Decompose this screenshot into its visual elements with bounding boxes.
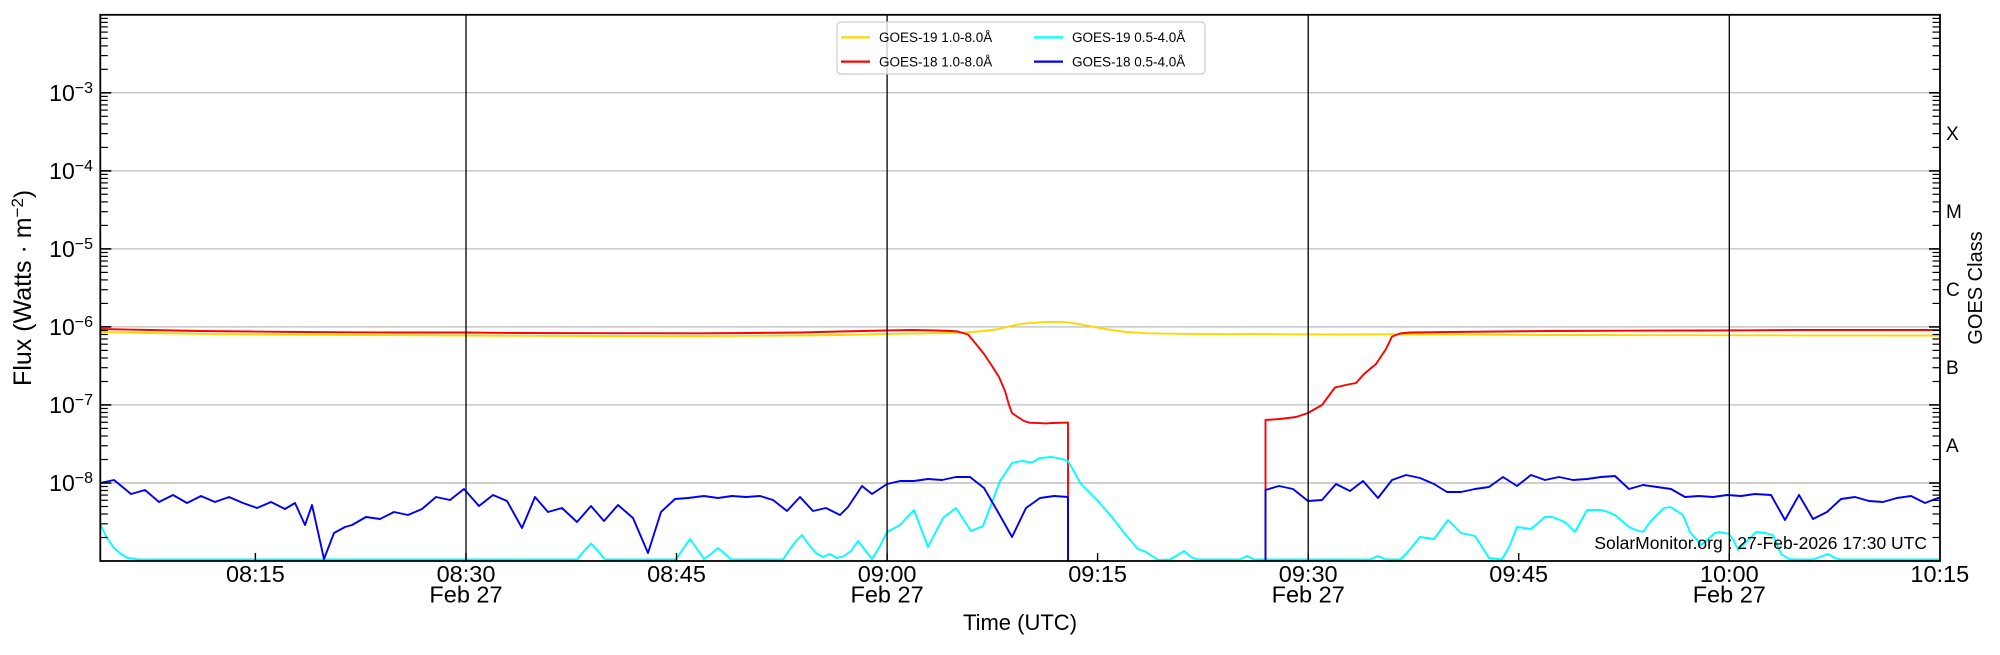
svg-text:10−4: 10−4 [49, 158, 93, 184]
svg-text:Feb 27: Feb 27 [429, 582, 502, 608]
svg-text:Time (UTC): Time (UTC) [963, 610, 1077, 635]
svg-text:08:45: 08:45 [647, 561, 706, 587]
svg-text:GOES-19 1.0-8.0Å: GOES-19 1.0-8.0Å [879, 30, 992, 45]
svg-text:09:30: 09:30 [1279, 561, 1338, 587]
svg-text:GOES-18 0.5-4.0Å: GOES-18 0.5-4.0Å [1072, 54, 1185, 69]
svg-text:SolarMonitor.org : 27-Feb-2026: SolarMonitor.org : 27-Feb-2026 17:30 UTC [1594, 533, 1927, 553]
svg-text:09:15: 09:15 [1068, 561, 1127, 587]
svg-text:GOES-19 0.5-4.0Å: GOES-19 0.5-4.0Å [1072, 30, 1185, 45]
svg-text:09:00: 09:00 [858, 561, 917, 587]
svg-text:A: A [1946, 436, 1959, 457]
svg-text:Feb 27: Feb 27 [1272, 582, 1345, 608]
svg-text:09:45: 09:45 [1489, 561, 1548, 587]
svg-text:08:30: 08:30 [437, 561, 496, 587]
svg-text:GOES Class: GOES Class [1965, 231, 1987, 344]
svg-text:C: C [1946, 280, 1960, 301]
svg-text:Feb 27: Feb 27 [1693, 582, 1766, 608]
svg-text:B: B [1946, 358, 1959, 379]
svg-text:Feb 27: Feb 27 [851, 582, 924, 608]
svg-text:GOES-18 1.0-8.0Å: GOES-18 1.0-8.0Å [879, 54, 992, 69]
svg-text:10:15: 10:15 [1910, 561, 1969, 587]
svg-text:X: X [1946, 124, 1959, 145]
svg-text:10:00: 10:00 [1700, 561, 1759, 587]
svg-text:08:15: 08:15 [226, 561, 285, 587]
svg-text:M: M [1946, 202, 1962, 223]
svg-text:Flux (Watts · m−2): Flux (Watts · m−2) [8, 190, 37, 386]
